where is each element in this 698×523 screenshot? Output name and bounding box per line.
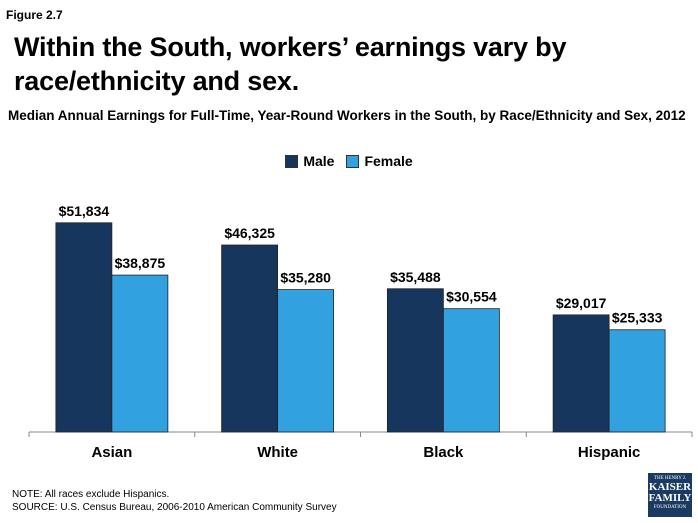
bar-male bbox=[386, 288, 444, 433]
category-label: White bbox=[257, 444, 298, 461]
category-label: Hispanic bbox=[578, 444, 641, 461]
legend-swatch-female bbox=[346, 154, 360, 168]
bar-female bbox=[277, 289, 335, 433]
legend-item-female: Female bbox=[346, 153, 413, 169]
figure-label: Figure 2.7 bbox=[6, 8, 63, 22]
legend-label-female: Female bbox=[364, 153, 413, 169]
data-label: $30,554 bbox=[446, 289, 497, 305]
bar-female bbox=[442, 308, 500, 433]
legend-item-male: Male bbox=[285, 153, 334, 169]
bar-male bbox=[221, 244, 279, 433]
data-label: $35,280 bbox=[280, 270, 331, 286]
bar-male bbox=[552, 314, 610, 433]
headline: Within the South, workers’ earnings vary… bbox=[14, 32, 567, 96]
chart-title: Median Annual Earnings for Full-Time, Ye… bbox=[8, 108, 686, 123]
data-label: $25,333 bbox=[612, 310, 663, 326]
bar-female bbox=[608, 329, 666, 433]
kff-logo: THE HENRY J. KAISER FAMILY FOUNDATION bbox=[648, 473, 692, 517]
data-label: $51,834 bbox=[59, 203, 110, 219]
bar-female bbox=[111, 274, 169, 433]
legend: Male Female bbox=[0, 153, 698, 169]
footnote-note: NOTE: All races exclude Hispanics. bbox=[12, 489, 170, 500]
legend-label-male: Male bbox=[303, 153, 335, 169]
data-label: $35,488 bbox=[390, 269, 441, 285]
category-label: Asian bbox=[91, 444, 132, 461]
category-label: Black bbox=[423, 444, 464, 461]
bar-male bbox=[55, 222, 113, 433]
legend-swatch-male bbox=[285, 154, 299, 168]
data-label: $29,017 bbox=[556, 295, 607, 311]
data-label: $46,325 bbox=[224, 225, 275, 241]
footnote-source: SOURCE: U.S. Census Bureau, 2006-2010 Am… bbox=[12, 502, 337, 513]
data-label: $38,875 bbox=[115, 255, 166, 271]
footnote: NOTE: All races exclude Hispanics. SOURC… bbox=[12, 488, 337, 514]
